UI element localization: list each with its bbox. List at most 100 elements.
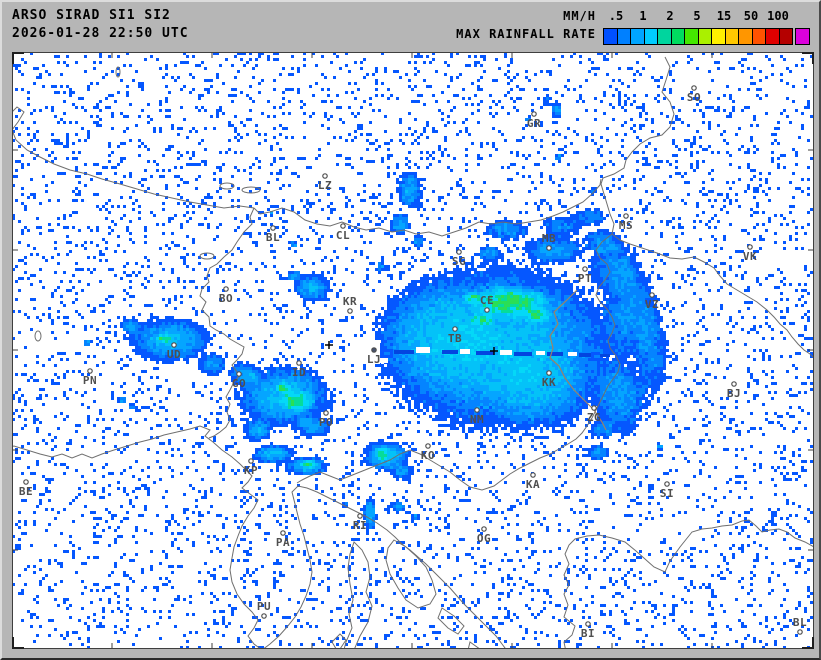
legend-cell	[670, 28, 684, 45]
geo-border-at_si	[253, 178, 602, 237]
legend-tick-label: .5	[608, 9, 624, 23]
city-label-ka: KA	[526, 478, 540, 491]
map-border	[12, 52, 814, 649]
legend-colorbar	[603, 28, 793, 45]
city-label-mb: MB	[542, 232, 556, 245]
legend-tick-label: 1	[639, 9, 647, 23]
city-marker-si	[664, 481, 670, 487]
map-svg: LZ GR SO MS MB VK BL CL SG PT BO KR CE TB VZ LJ ID UD PN KK…	[12, 52, 814, 649]
city-marker-kk	[546, 370, 552, 376]
city-marker-og	[481, 526, 487, 532]
legend-tick-label: 5	[693, 9, 701, 23]
city-label-bl: BL	[793, 616, 807, 629]
city-label-vk: VK	[743, 250, 757, 263]
city-label-kr: KR	[343, 295, 357, 308]
legend-tick-label: 2	[666, 9, 674, 23]
city-label-nm: NM	[470, 413, 484, 426]
city-label-og: OG	[477, 532, 491, 545]
city-label-be: BE	[19, 485, 33, 498]
city-marker-vz	[649, 292, 655, 298]
geo-border-at_hu	[600, 56, 675, 235]
city-label-bj: BJ	[727, 387, 741, 400]
lake-outline	[241, 186, 261, 194]
city-label-vz: VZ	[645, 298, 659, 311]
city-marker-cl	[340, 223, 346, 229]
geo-border-hu_hr	[611, 233, 814, 359]
city-marker-ce	[484, 307, 490, 313]
city-marker-lz	[322, 173, 328, 179]
city-marker-ko	[425, 443, 431, 449]
legend-cell	[724, 28, 738, 45]
app-title: ARSO SIRAD SI1 SI2	[12, 8, 171, 23]
legend-cell	[684, 28, 698, 45]
legend-tick-label: 100	[767, 9, 789, 23]
city-label-ms: MS	[619, 219, 633, 232]
legend-unit-label: MM/H	[563, 9, 596, 23]
city-marker-go	[236, 371, 242, 377]
city-label-ri: RI	[353, 519, 367, 532]
island-pag	[467, 641, 481, 649]
lake-outline	[219, 182, 235, 190]
city-label-si: SI	[660, 487, 674, 500]
city-label-bo: BO	[219, 292, 233, 305]
legend-cell	[765, 28, 779, 45]
city-label-ud: UD	[167, 348, 181, 361]
city-marker-gr	[531, 111, 537, 117]
city-marker-ka	[530, 472, 536, 478]
island-krk	[385, 539, 437, 609]
legend-cell	[643, 28, 657, 45]
city-label-pu: PU	[257, 600, 271, 613]
legend-cell	[751, 28, 765, 45]
timestamp: 2026-01-28 22:50 UTC	[12, 26, 189, 41]
city-marker-tb	[452, 326, 458, 332]
city-label-lz: LZ	[318, 179, 332, 192]
river-line	[549, 289, 607, 431]
map-corner-mark	[12, 52, 24, 64]
legend-cell	[711, 28, 725, 45]
legend-cell	[657, 28, 671, 45]
island-cres	[343, 541, 373, 649]
city-marker-zg	[591, 405, 597, 411]
legend-scale-label: MAX RAINFALL RATE	[456, 27, 596, 41]
geo-border-ba_hr	[563, 519, 814, 649]
legend-cell	[616, 28, 630, 45]
geo-border-si_hr	[296, 233, 621, 491]
city-marker-bl	[270, 225, 276, 231]
city-label-bi: BI	[581, 627, 595, 640]
geo-border-at_it	[12, 106, 255, 209]
city-label-lj: LJ	[367, 353, 381, 366]
city-marker-pn	[87, 368, 93, 374]
city-marker-ms	[623, 213, 629, 219]
city-marker-so	[691, 85, 697, 91]
legend-cell	[603, 28, 617, 45]
legend-cell	[697, 28, 711, 45]
city-marker-mb	[546, 245, 552, 251]
legend-cell	[630, 28, 644, 45]
legend-tick-label: 50	[743, 9, 759, 23]
city-label-go: GO	[232, 377, 246, 390]
city-label-id: ID	[292, 366, 306, 379]
city-label-ko: KO	[421, 449, 435, 462]
geo-border-it_si	[199, 207, 255, 439]
city-label-kp: KP	[244, 464, 258, 477]
map-corner-mark	[802, 52, 814, 64]
legend-cell	[738, 28, 752, 45]
city-label-pa: PA	[276, 536, 290, 549]
city-marker-bi	[585, 621, 591, 627]
city-label-zg: ZG	[587, 411, 601, 424]
city-marker-pa	[280, 530, 286, 536]
city-marker-nm	[474, 407, 480, 413]
city-marker-bl	[797, 629, 803, 635]
legend-cell	[778, 28, 793, 45]
city-marker-ud	[171, 342, 177, 348]
city-label-tb: TB	[448, 332, 462, 345]
city-label-so: SO	[687, 91, 701, 104]
legend-tick-label: 15	[716, 9, 732, 23]
city-label-po: PO	[319, 416, 333, 429]
city-marker-pt	[582, 266, 588, 272]
city-label-gr: GR	[527, 117, 541, 130]
city-marker-kp	[248, 458, 254, 464]
lake-outline	[115, 66, 121, 78]
legend-overflow-cell	[795, 28, 810, 45]
city-label-cl: CL	[336, 229, 350, 242]
